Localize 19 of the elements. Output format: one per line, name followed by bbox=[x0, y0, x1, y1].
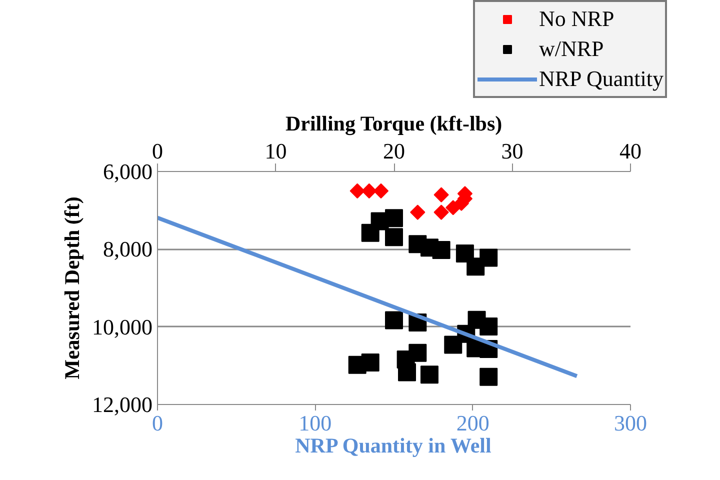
x-tick-label: 300 bbox=[614, 410, 647, 436]
x-tick-label: 200 bbox=[456, 410, 490, 436]
x2-tick-label: 30 bbox=[501, 138, 524, 164]
y-tick-label: 8,000 bbox=[103, 236, 152, 262]
x-tick-label: 100 bbox=[298, 410, 332, 436]
y-tick-label: 12,000 bbox=[92, 392, 152, 417]
x2-tick-label: 0 bbox=[152, 138, 163, 164]
x2-tick-label: 10 bbox=[264, 138, 287, 164]
y-axis-title: Measured Depth (ft) bbox=[60, 196, 84, 380]
x2-axis-title: Drilling Torque (kft-lbs) bbox=[285, 112, 502, 136]
legend-label: w/NRP bbox=[539, 35, 604, 63]
x2-tick-label: 20 bbox=[383, 138, 405, 164]
x-axis-title: NRP Quantity in Well bbox=[295, 434, 492, 458]
y-tick-label: 6,000 bbox=[103, 159, 152, 184]
x2-tick-label: 40 bbox=[620, 138, 642, 164]
x-tick-label: 0 bbox=[152, 410, 163, 436]
y-tick-label: 10,000 bbox=[92, 314, 152, 340]
legend-label: No NRP bbox=[539, 5, 614, 33]
legend-label: NRP Quantity bbox=[539, 65, 664, 93]
